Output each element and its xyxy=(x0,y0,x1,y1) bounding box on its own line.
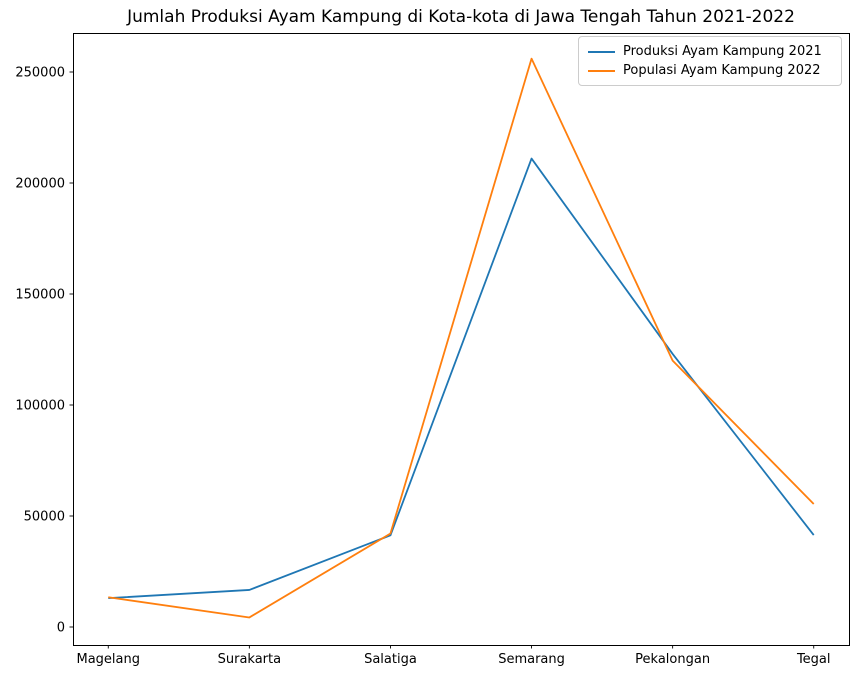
y-axis-tick-label: 50000 xyxy=(24,510,65,525)
x-axis-tick-label: Salatiga xyxy=(364,652,417,667)
x-axis-tick-label: Pekalongan xyxy=(635,652,710,667)
y-axis-tick-label: 150000 xyxy=(15,288,65,303)
legend: Produksi Ayam Kampung 2021 Populasi Ayam… xyxy=(578,36,842,86)
legend-item-2021: Produksi Ayam Kampung 2021 xyxy=(588,42,832,61)
x-axis-tick-label: Semarang xyxy=(498,652,565,667)
chart-title: Jumlah Produksi Ayam Kampung di Kota-kot… xyxy=(127,7,795,27)
series-line-populasi-2022 xyxy=(108,57,815,619)
legend-label-2022: Populasi Ayam Kampung 2022 xyxy=(623,63,821,78)
axes-frame xyxy=(73,33,850,646)
y-axis-tick-label: 250000 xyxy=(15,66,65,81)
legend-item-2022: Populasi Ayam Kampung 2022 xyxy=(588,61,832,80)
y-axis-tick-label: 100000 xyxy=(15,399,65,414)
legend-line-swatch-orange xyxy=(588,69,615,72)
x-axis-tick-label: Tegal xyxy=(796,652,831,667)
y-axis-tick-label: 200000 xyxy=(15,177,65,192)
series-line-produksi-2021 xyxy=(108,157,815,600)
y-axis-tick-label: 0 xyxy=(57,621,65,636)
x-axis-tick-label: Surakarta xyxy=(218,652,281,667)
legend-line-swatch-blue xyxy=(588,50,615,53)
legend-label-2021: Produksi Ayam Kampung 2021 xyxy=(623,44,822,59)
x-axis-tick-label: Magelang xyxy=(77,652,141,667)
